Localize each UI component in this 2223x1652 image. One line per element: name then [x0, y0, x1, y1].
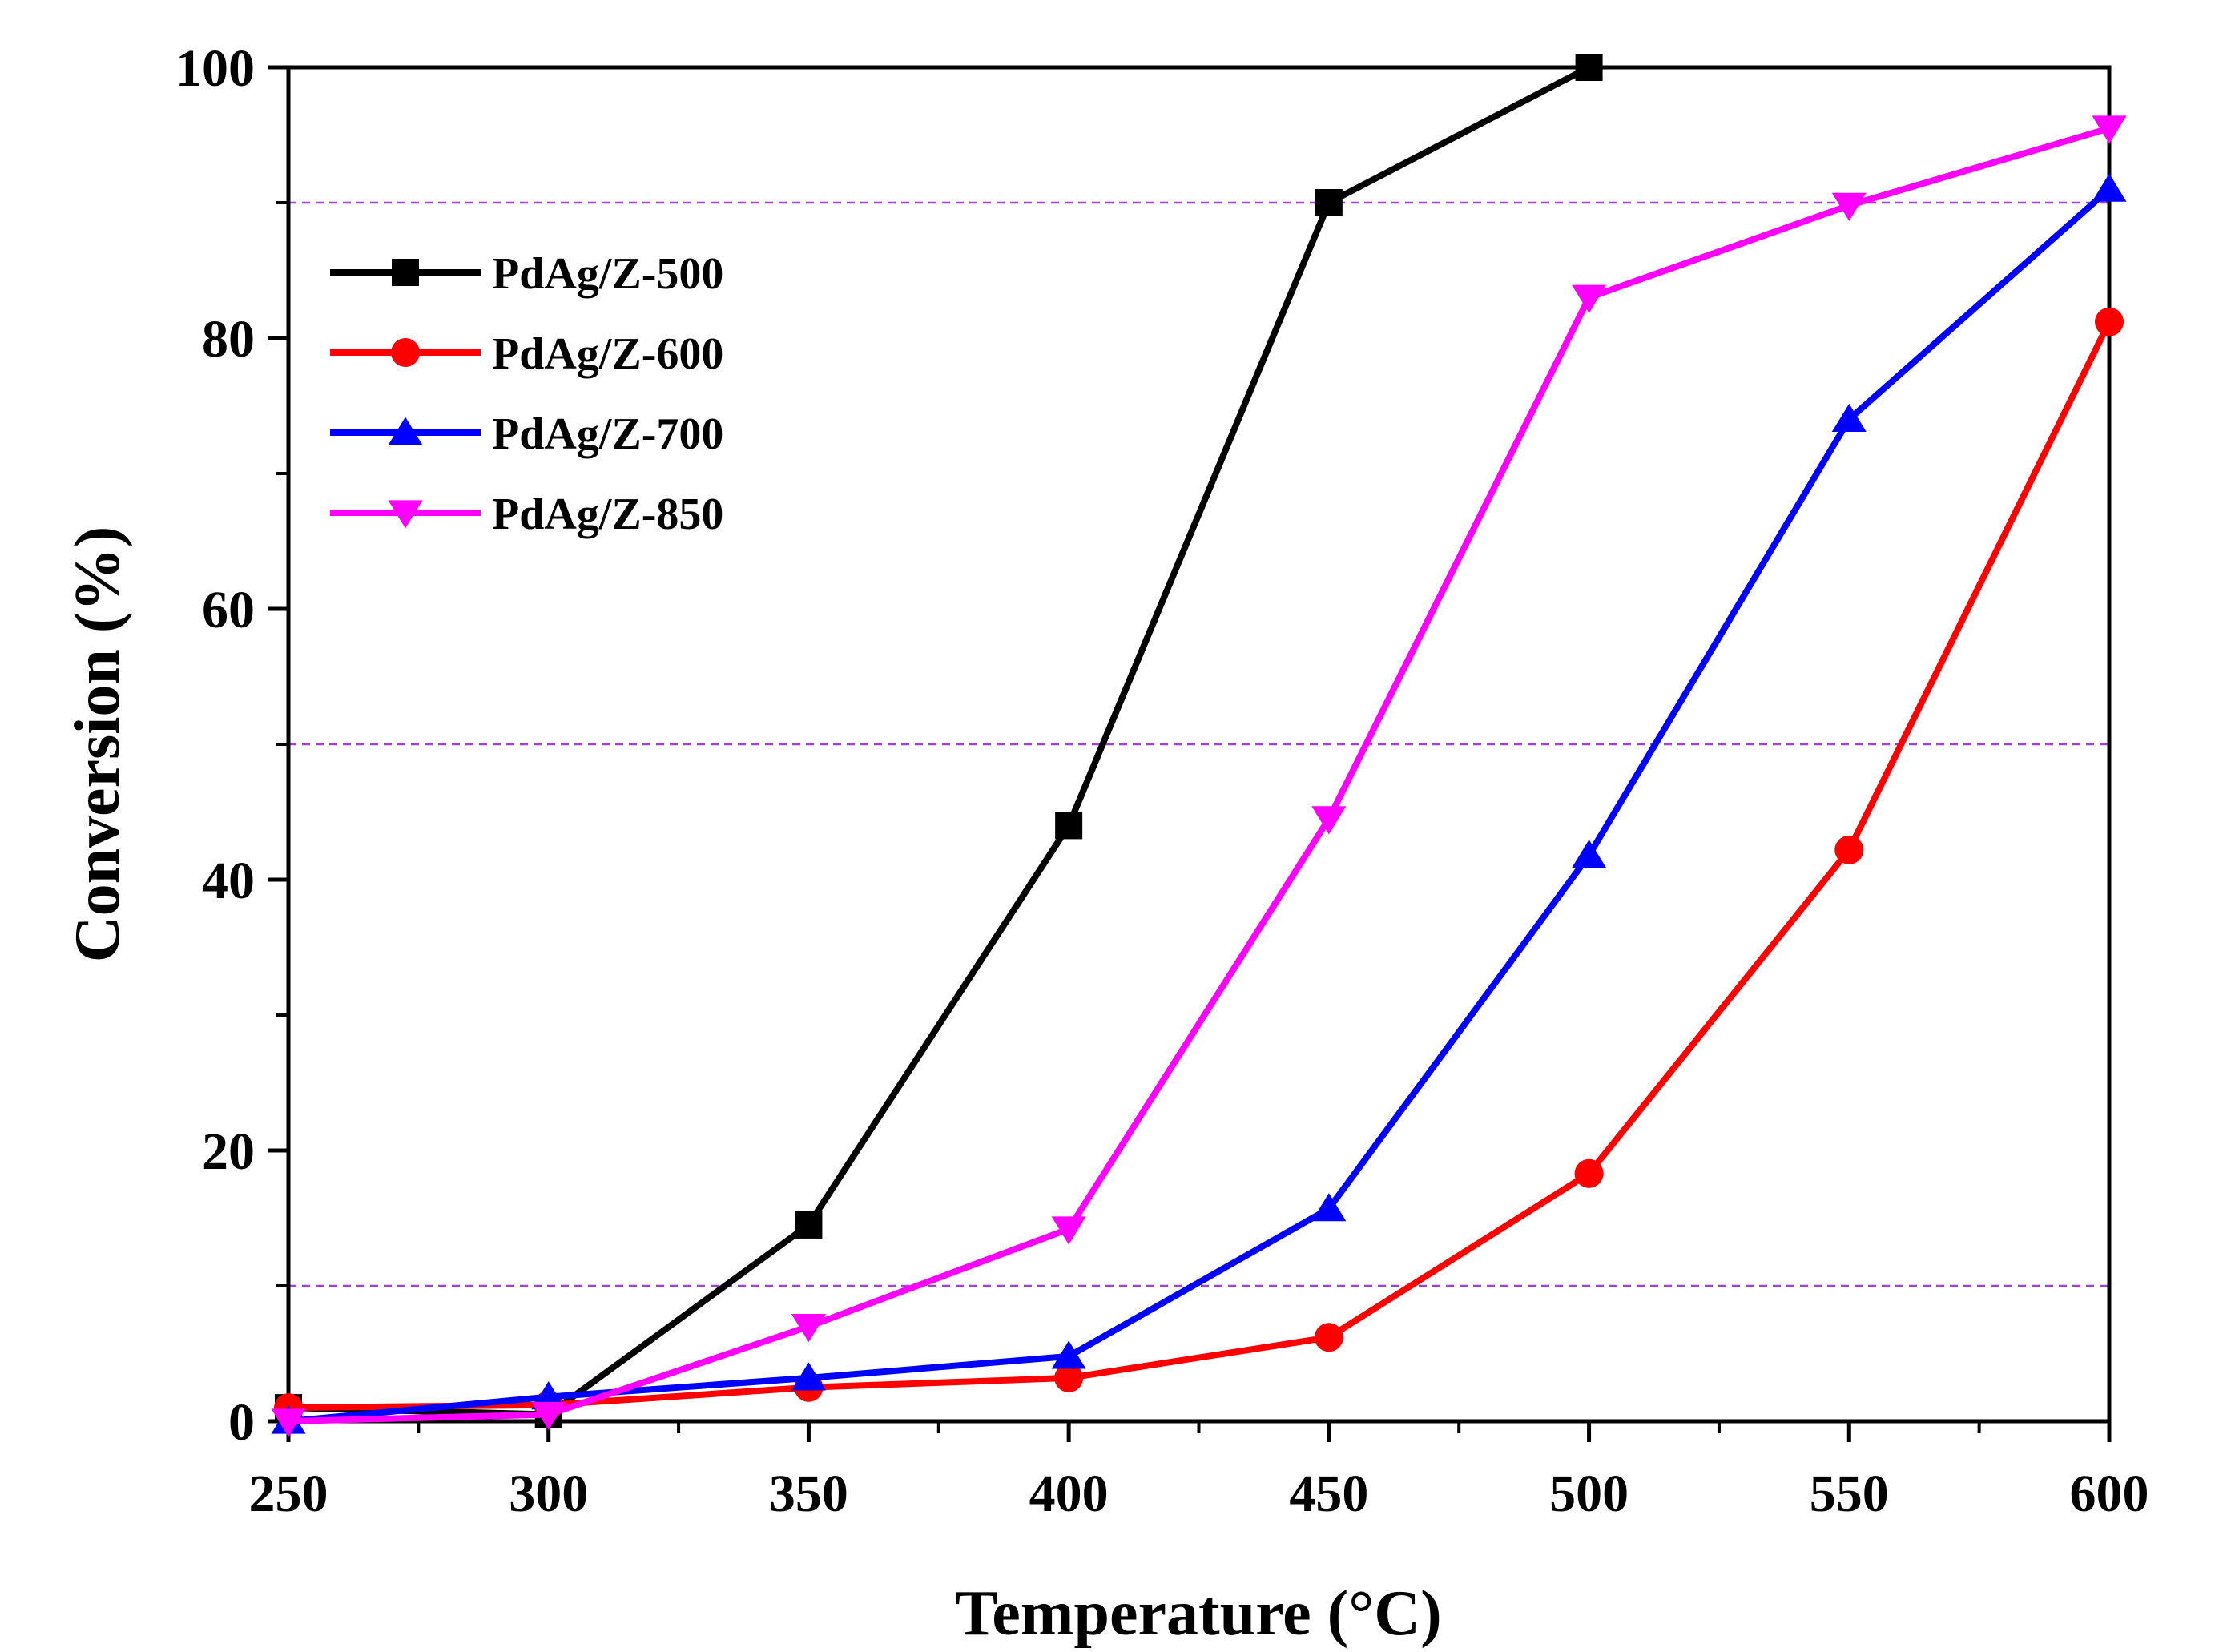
y-tick-label: 0	[228, 1393, 255, 1452]
legend-marker	[388, 500, 423, 529]
x-tick-label: 350	[769, 1465, 848, 1523]
axis-ticks: 250 300 350 400 450 500 550 600 0 20 40 60 80 100	[175, 39, 2149, 1523]
legend-entry: PdAg/Z-600	[330, 329, 723, 379]
data-point	[1315, 189, 1343, 216]
data-point	[1572, 840, 1607, 868]
legend-marker	[391, 338, 420, 367]
y-tick-label: 40	[202, 852, 255, 910]
data-point	[531, 1401, 566, 1431]
series-pdag-z-600	[274, 307, 2124, 1423]
x-tick-label: 300	[509, 1465, 588, 1523]
legend-marker	[392, 259, 419, 286]
x-tick-label: 450	[1289, 1465, 1368, 1523]
y-tick-label: 20	[202, 1122, 255, 1181]
data-point	[791, 1362, 826, 1391]
data-point	[1831, 403, 1867, 433]
legend-marker	[388, 417, 423, 445]
data-point	[271, 1408, 306, 1437]
series-line	[288, 125, 2111, 1424]
x-tick-label: 400	[1029, 1465, 1109, 1523]
data-point	[1575, 54, 1603, 81]
series-pdag-z-700	[271, 173, 2127, 1434]
legend-entry: PdAg/Z-850	[330, 490, 723, 539]
reference-lines	[288, 201, 2109, 1287]
series-line	[288, 187, 2112, 1424]
x-tick-label: 600	[2070, 1465, 2149, 1523]
series-pdag-z-500	[275, 54, 1603, 1428]
data-point	[2095, 307, 2124, 336]
legend-label: PdAg/Z-600	[492, 329, 723, 379]
series-line	[288, 320, 2112, 1412]
x-tick-label: 550	[1810, 1465, 1889, 1523]
data-point	[1834, 835, 1864, 864]
data-point	[1055, 812, 1083, 840]
data-point	[1054, 1363, 1084, 1392]
y-tick-label: 100	[175, 39, 255, 98]
data-point	[1314, 1323, 1343, 1352]
data-point	[791, 1314, 826, 1343]
series-line	[288, 64, 1591, 1418]
data-point	[1572, 284, 1607, 313]
data-point	[1831, 192, 1867, 221]
legend: PdAg/Z-500 PdAg/Z-600 PdAg/Z-700 PdAg/Z-850	[330, 249, 723, 539]
legend-entry: PdAg/Z-500	[330, 249, 723, 299]
series-layer	[271, 54, 2127, 1437]
y-tick-label: 60	[202, 581, 255, 639]
data-point	[795, 1211, 823, 1239]
data-point	[2092, 173, 2127, 202]
data-point	[1051, 1340, 1086, 1369]
y-axis-title: Conversion (%)	[62, 526, 133, 962]
legend-label: PdAg/Z-700	[492, 409, 723, 459]
data-point	[1574, 1158, 1604, 1188]
series-pdag-z-850	[271, 115, 2127, 1437]
legend-label: PdAg/Z-500	[492, 249, 723, 299]
x-tick-label: 500	[1549, 1465, 1629, 1523]
data-point	[1051, 1216, 1086, 1245]
data-point	[1311, 806, 1347, 835]
data-point	[1311, 1193, 1347, 1222]
legend-entry: PdAg/Z-700	[330, 409, 723, 459]
x-tick-label: 250	[249, 1465, 328, 1523]
x-axis-title: Temperature (°C)	[955, 1578, 1441, 1649]
data-point	[2092, 115, 2127, 144]
legend-label: PdAg/Z-850	[492, 490, 723, 539]
y-tick-label: 80	[202, 310, 255, 369]
